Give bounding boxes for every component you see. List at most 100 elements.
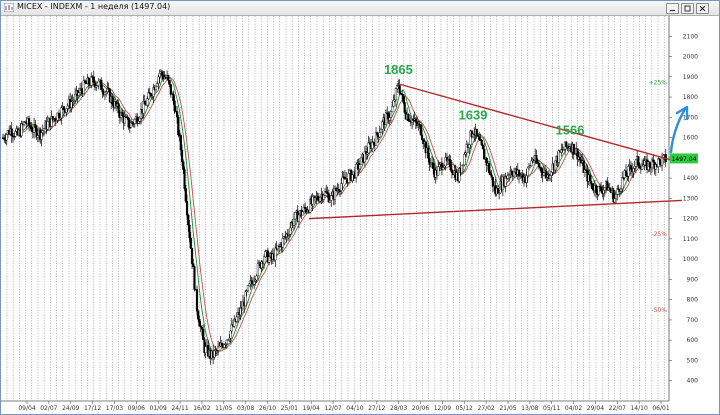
x-tick-label: 17/12 — [84, 405, 101, 412]
candle-body — [535, 155, 538, 163]
y-tick-label: 2000 — [683, 54, 698, 61]
candle-body — [490, 174, 493, 178]
candle-body — [192, 263, 195, 268]
candle-body — [263, 256, 266, 265]
level-markers: +25% -25% -50% — [649, 80, 668, 314]
candle-body — [392, 99, 395, 107]
candle-body — [634, 159, 638, 167]
x-tick-label: 12/09 — [434, 405, 451, 412]
candle-body — [172, 93, 175, 102]
x-tick-label: 21/05 — [499, 405, 516, 412]
candle-body — [189, 237, 192, 249]
candle-body — [597, 186, 600, 195]
candle-body — [540, 167, 543, 173]
candle-body — [137, 121, 140, 124]
candle-body — [111, 96, 114, 105]
maximize-icon — [684, 5, 691, 12]
y-tick-label: 500 — [687, 357, 699, 364]
minimize-button[interactable] — [666, 3, 679, 14]
candle-body — [318, 196, 322, 202]
candle-body — [74, 94, 77, 101]
candle-body — [420, 134, 424, 140]
x-tick-label: 27/02 — [477, 405, 494, 412]
candle-body — [526, 167, 529, 176]
candle-body — [230, 324, 233, 332]
y-tick-label: 1800 — [683, 94, 698, 101]
candle-body — [379, 129, 383, 133]
candle-body — [358, 164, 361, 170]
candle-body — [394, 88, 398, 101]
close-button[interactable] — [696, 3, 709, 14]
candle-body — [376, 132, 379, 136]
x-tick-label: 24/09 — [62, 405, 79, 412]
candle-body — [483, 148, 486, 160]
candle-body — [185, 201, 189, 216]
maximize-button[interactable] — [681, 3, 694, 14]
candle-body — [169, 84, 172, 95]
candle-body — [355, 163, 358, 178]
candle-body — [146, 98, 149, 106]
candle-body — [188, 224, 191, 239]
candle-body — [157, 76, 160, 84]
candle-body — [40, 132, 43, 140]
candle-body — [591, 183, 594, 190]
candle-body — [414, 118, 417, 123]
candle-body — [627, 166, 630, 177]
last-price-label: 1497.04 — [672, 156, 697, 163]
candle-body — [643, 160, 646, 166]
candle-body — [30, 127, 33, 132]
x-tick-label: 04/02 — [565, 405, 582, 412]
candle-body — [101, 89, 104, 93]
candle-body — [60, 107, 63, 119]
candle-body — [478, 136, 481, 140]
candle-body — [253, 280, 256, 285]
candle-body — [341, 176, 344, 184]
x-tick-label: 16/02 — [193, 405, 210, 412]
candle-body — [173, 100, 176, 112]
candle-body — [652, 159, 655, 163]
price-chart[interactable]: 1865 1639 1566 400 500 600 700 800 900 1000 1100 1… — [1, 16, 719, 414]
x-tick-label: 05/12 — [456, 405, 473, 412]
candle-body — [152, 87, 155, 97]
plot-area — [1, 16, 669, 401]
candle-body — [384, 112, 388, 126]
y-tick-label: 700 — [687, 317, 699, 324]
candle-body — [450, 169, 453, 173]
candle-body — [460, 165, 463, 174]
x-tick-label: 06/01 — [652, 405, 669, 412]
candle-body — [658, 158, 661, 161]
candle-body — [360, 157, 363, 166]
candle-body — [92, 76, 95, 83]
candle-body — [128, 126, 131, 129]
candle-body — [180, 149, 184, 163]
candle-body — [83, 80, 87, 83]
candle-body — [432, 162, 435, 170]
x-tick-label: 11/05 — [215, 405, 232, 412]
candle-body — [619, 188, 623, 192]
candle-body — [175, 111, 179, 118]
candle-body — [510, 170, 513, 175]
y-tick-label: 900 — [687, 276, 699, 283]
candle-body — [138, 118, 141, 122]
x-tick-label: 14/10 — [630, 405, 647, 412]
candle-body — [20, 123, 23, 137]
candle-body — [337, 188, 340, 191]
candle-body — [323, 191, 327, 196]
candle-body — [367, 142, 370, 154]
candle-body — [572, 143, 575, 155]
arrow-shaft — [669, 107, 687, 154]
candle-body — [464, 152, 467, 155]
candle-body — [35, 127, 38, 138]
window-titlebar[interactable]: MICEX - INDEXM - 1 неделя (1497.04) — [1, 1, 719, 16]
candle-body — [301, 211, 304, 216]
candle-body — [217, 346, 220, 351]
candle-body — [463, 154, 466, 166]
y-tick-label: 1200 — [683, 216, 698, 223]
candle-body — [398, 85, 401, 94]
x-tick-label: 19/04 — [303, 405, 320, 412]
candle-body — [200, 327, 204, 330]
candle-body — [143, 100, 146, 105]
candle-body — [5, 134, 8, 141]
candle-body — [51, 116, 54, 120]
candle-body — [512, 171, 516, 177]
